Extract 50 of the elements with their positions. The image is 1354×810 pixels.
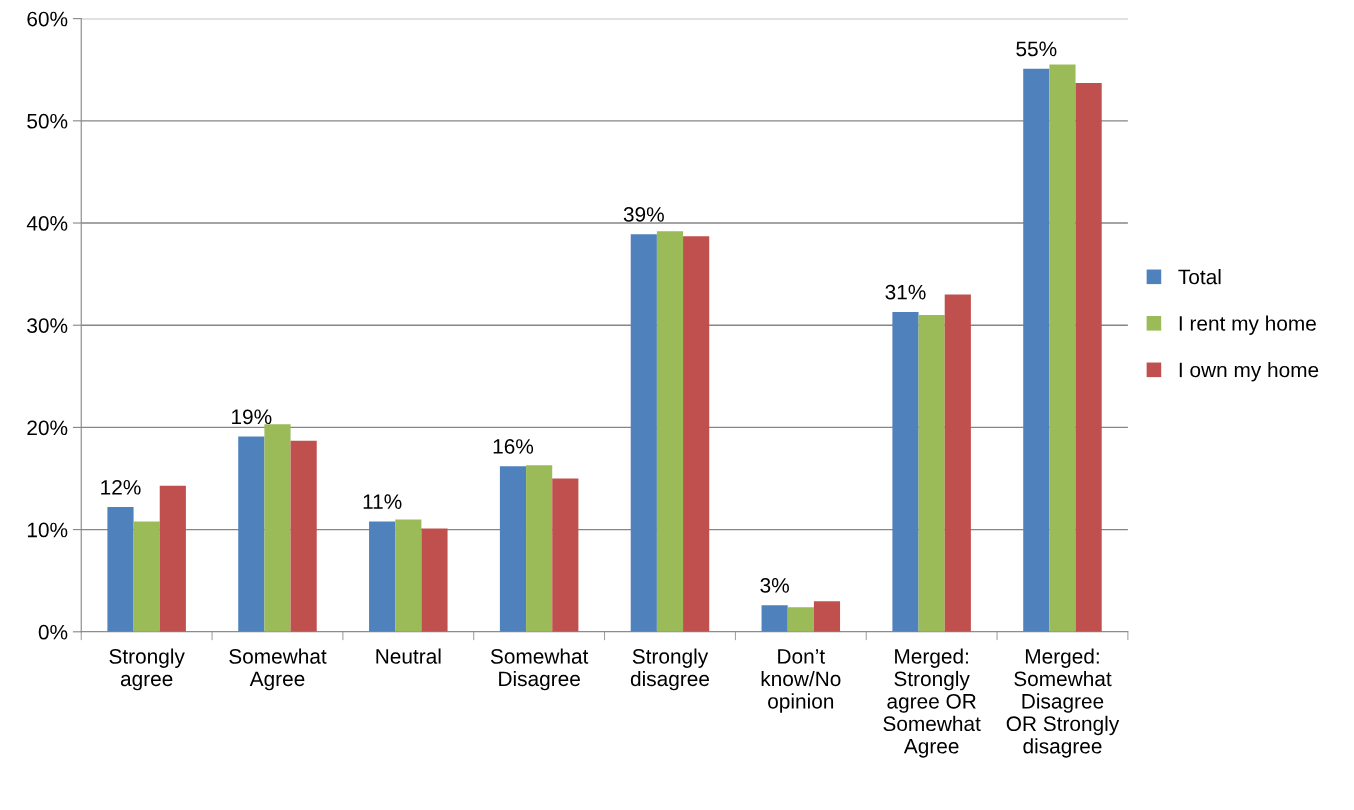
- bar: [1023, 68, 1050, 632]
- x-tick-label: Strongly agree: [109, 648, 185, 691]
- x-tick-label: Merged: Somewhat Disagree OR Strongly disagree: [1006, 648, 1120, 758]
- data-label: 39%: [623, 207, 664, 222]
- legend-label: Total: [1178, 269, 1221, 285]
- y-tick-label: 0%: [38, 624, 68, 640]
- x-tick-label: Don’t know/No opinion: [761, 649, 841, 713]
- bar: [1075, 83, 1102, 632]
- bar: [421, 528, 448, 632]
- bar: [395, 519, 422, 632]
- bar: [892, 311, 919, 632]
- legend-label: I rent my home: [1179, 315, 1316, 335]
- bar: [1049, 64, 1076, 632]
- bar: [656, 231, 684, 632]
- bar: [761, 605, 788, 632]
- data-label: 55%: [1016, 41, 1057, 57]
- x-tick-label: Neutral: [376, 648, 441, 664]
- bar: [787, 607, 814, 632]
- bar: [264, 424, 291, 632]
- x-tick-label: Merged: Strongly agree OR Somewhat Agree: [883, 648, 981, 758]
- bar: [918, 315, 945, 632]
- data-label: 16%: [493, 439, 534, 454]
- data-label: 12%: [101, 479, 141, 495]
- bar: [369, 521, 396, 632]
- y-tick-label: 60%: [27, 11, 68, 27]
- bar: [944, 294, 971, 632]
- y-tick-label: 10%: [27, 522, 68, 538]
- data-label: 11%: [363, 494, 402, 509]
- data-label: 3%: [760, 578, 789, 593]
- bar: [290, 440, 317, 632]
- y-tick-label: 30%: [27, 318, 68, 333]
- bar: [238, 436, 265, 632]
- data-label: 31%: [885, 284, 926, 300]
- x-tick-label: Strongly disagree: [630, 648, 710, 691]
- bar: [683, 236, 710, 632]
- bar: [107, 507, 134, 632]
- bar: [630, 234, 657, 632]
- data-label: 19%: [232, 409, 272, 425]
- y-tick-label: 20%: [27, 420, 68, 436]
- bar: [133, 521, 160, 632]
- bar: [813, 601, 841, 632]
- bar: [526, 465, 553, 632]
- bar: [499, 466, 527, 632]
- x-tick-label: Somewhat Disagree: [490, 648, 589, 691]
- bar: [159, 485, 186, 632]
- y-tick-label: 40%: [26, 216, 68, 231]
- legend-label: I own my home: [1179, 362, 1319, 382]
- bar: [552, 478, 579, 632]
- x-tick-label: Somewhat Agree: [229, 648, 327, 691]
- y-tick-label: 50%: [27, 113, 68, 129]
